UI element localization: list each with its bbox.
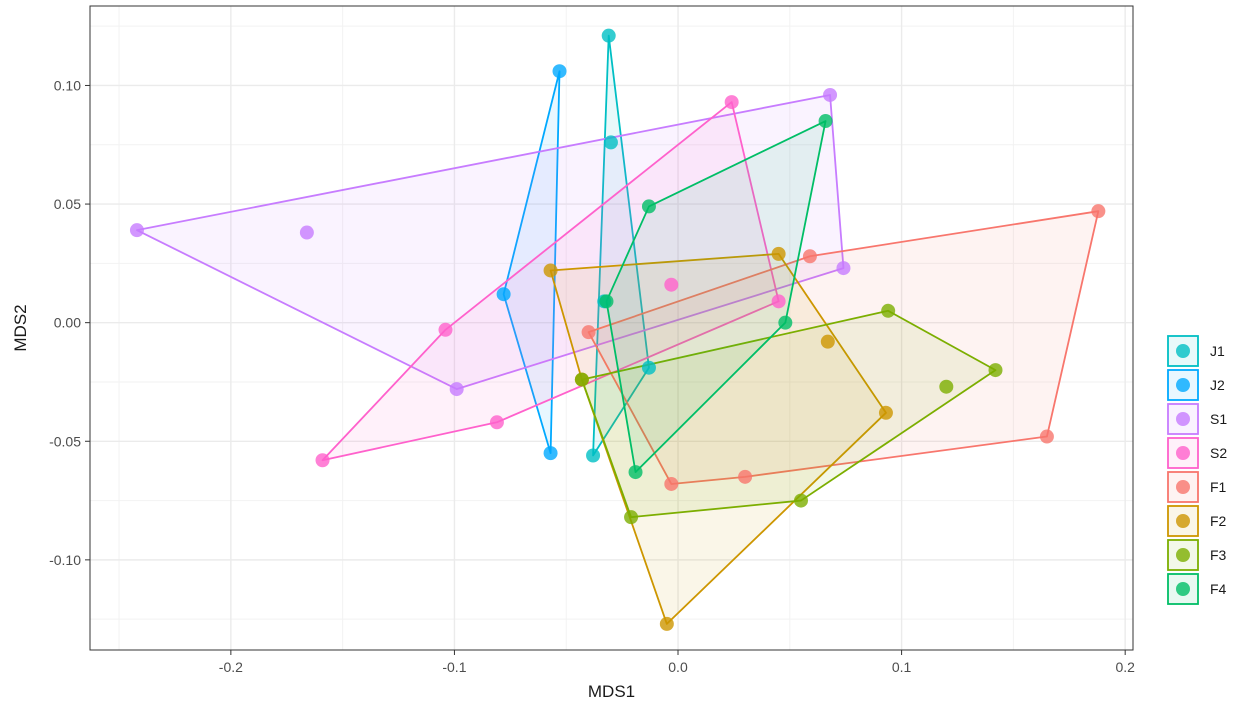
legend-label-f3: F3 — [1210, 547, 1227, 563]
x-axis-title: MDS1 — [588, 682, 635, 701]
point-s2 — [724, 95, 739, 110]
point-f2 — [659, 616, 674, 631]
point-f3 — [939, 379, 954, 394]
plot-panel-border — [89, 5, 1134, 651]
point-f4 — [641, 199, 656, 214]
x-tick-label: -0.2 — [219, 659, 243, 675]
hull-layer — [136, 34, 1100, 625]
point-s2 — [438, 322, 453, 337]
point-f2 — [771, 246, 786, 261]
y-axis-ticks: -0.10 -0.05 0.00 0.05 0.10 — [49, 77, 90, 568]
legend-symbol-s2 — [1176, 446, 1190, 460]
legend-symbol-f3 — [1176, 548, 1190, 562]
point-f3 — [793, 493, 808, 508]
grid-major — [90, 6, 1133, 650]
legend-label-s1: S1 — [1210, 411, 1227, 427]
legend-symbol-f2 — [1176, 514, 1190, 528]
legend-symbol-s1 — [1176, 412, 1190, 426]
point-f1 — [738, 469, 753, 484]
legend-symbol-j2 — [1176, 378, 1190, 392]
point-j1 — [603, 135, 618, 150]
legend-label-j1: J1 — [1210, 343, 1225, 359]
point-s1 — [449, 382, 464, 397]
legend-key-f1 — [1167, 471, 1199, 503]
point-s2 — [315, 453, 330, 468]
x-tick-label: -0.1 — [442, 659, 466, 675]
y-tick-label: -0.05 — [49, 433, 81, 449]
point-j2 — [496, 287, 511, 302]
grid-minor — [90, 6, 1133, 650]
point-s2 — [771, 294, 786, 309]
point-f4 — [599, 294, 614, 309]
point-s1 — [823, 87, 838, 102]
point-f4 — [818, 114, 833, 129]
point-f2 — [820, 334, 835, 349]
legend-label-j2: J2 — [1210, 377, 1225, 393]
legend-key-f4 — [1167, 573, 1199, 605]
point-s1 — [299, 225, 314, 240]
hull-s2 — [321, 101, 780, 462]
point-f1 — [1091, 204, 1106, 219]
x-tick-label: 0.1 — [892, 659, 912, 675]
point-s1 — [836, 261, 851, 276]
hull-f2 — [549, 252, 887, 625]
legend-symbol-f1 — [1176, 480, 1190, 494]
x-tick-label: 0.2 — [1115, 659, 1135, 675]
point-s1 — [129, 223, 144, 238]
y-tick-label: 0.00 — [54, 315, 81, 331]
hull-f4 — [605, 120, 827, 473]
point-f4 — [628, 465, 643, 480]
y-axis-title: MDS2 — [11, 304, 30, 351]
point-f3 — [988, 363, 1003, 378]
y-tick-label: 0.05 — [54, 196, 81, 212]
point-j2 — [552, 64, 567, 79]
x-axis-ticks: -0.2 -0.1 0.0 0.1 0.2 — [219, 650, 1135, 675]
point-f3 — [574, 372, 589, 387]
legend-symbol-j1 — [1176, 344, 1190, 358]
point-j2 — [543, 446, 558, 461]
point-f3 — [881, 303, 896, 318]
point-f1 — [1039, 429, 1054, 444]
point-f2 — [543, 263, 558, 278]
y-tick-label: -0.10 — [49, 552, 81, 568]
legend: J1 J2 S1 S2 F1 F2 F3 F4 — [1167, 335, 1227, 605]
point-j1 — [601, 28, 616, 43]
point-s2 — [664, 277, 679, 292]
point-s2 — [489, 415, 504, 430]
legend-key-f3 — [1167, 539, 1199, 571]
point-f1 — [664, 476, 679, 491]
legend-symbol-f4 — [1176, 582, 1190, 596]
point-f1 — [802, 249, 817, 264]
point-j1 — [586, 448, 601, 463]
point-j1 — [641, 360, 656, 375]
legend-label-f2: F2 — [1210, 513, 1227, 529]
point-f3 — [624, 510, 639, 525]
y-tick-label: 0.10 — [54, 77, 81, 93]
legend-label-s2: S2 — [1210, 445, 1227, 461]
point-f1 — [581, 325, 596, 340]
point-layer — [129, 28, 1106, 631]
point-f4 — [778, 315, 793, 330]
hull-f3 — [580, 309, 997, 519]
legend-label-f4: F4 — [1210, 581, 1227, 597]
x-tick-label: 0.0 — [668, 659, 688, 675]
point-f2 — [878, 405, 893, 420]
legend-label-f1: F1 — [1210, 479, 1227, 495]
